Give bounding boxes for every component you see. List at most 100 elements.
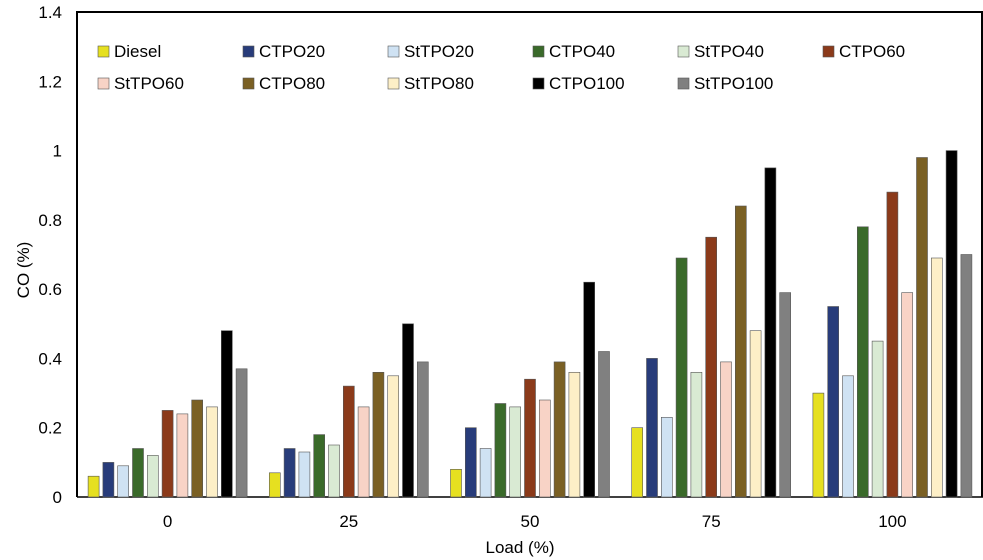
bar-diesel-75 — [631, 427, 644, 498]
x-tick-label: 25 — [339, 512, 358, 531]
y-tick-label: 0.4 — [38, 349, 62, 368]
legend-swatch — [97, 45, 110, 58]
legend-swatch — [97, 77, 110, 90]
x-tick-label: 0 — [163, 512, 172, 531]
bar-sttpo100-50 — [598, 351, 610, 498]
bar-sttpo60-25 — [357, 406, 370, 498]
bar-ctpo20-50 — [464, 427, 477, 498]
y-axis-label: CO (%) — [14, 242, 33, 299]
legend-swatch — [677, 45, 690, 58]
legend-label: CTPO20 — [259, 42, 325, 61]
bar-ctpo80-50 — [553, 361, 566, 498]
x-axis-ticks: 0 25 50 75 100 — [163, 512, 907, 531]
bar-sttpo40-0 — [147, 455, 159, 498]
bar-sttpo40-75 — [690, 371, 703, 498]
bar-ctpo20-25 — [283, 448, 296, 498]
bar-ctpo100-50 — [583, 281, 596, 498]
y-tick-label: 0.8 — [38, 211, 62, 230]
legend-item-ctpo100: CTPO100 — [532, 74, 625, 93]
legend-item-sttpo60: StTPO60 — [97, 74, 184, 93]
legend-item-sttpo80: StTPO80 — [387, 74, 474, 93]
x-tick-label: 50 — [521, 512, 540, 531]
bar-ctpo40-75 — [675, 257, 688, 498]
bar-sttpo20-25 — [298, 451, 311, 498]
bar-ctpo80-100 — [916, 157, 928, 498]
bar-ctpo100-75 — [764, 167, 777, 498]
legend-label: Diesel — [114, 42, 161, 61]
bar-ctpo20-0 — [102, 462, 115, 498]
bar-ctpo40-100 — [856, 226, 869, 498]
bar-ctpo100-25 — [402, 323, 414, 498]
bar-sttpo80-50 — [568, 371, 581, 498]
bar-ctpo100-100 — [945, 150, 958, 498]
y-axis-ticks: 0 0.2 0.4 0.6 0.8 1 1.2 1.4 — [38, 3, 62, 507]
legend-item-sttpo40: StTPO40 — [677, 42, 764, 61]
legend-item-sttpo100: StTPO100 — [677, 74, 773, 93]
bar-sttpo20-100 — [842, 375, 854, 498]
legend-label: CTPO60 — [839, 42, 905, 61]
bar-diesel-0 — [87, 475, 100, 498]
bar-sttpo80-100 — [930, 257, 943, 498]
bar-sttpo60-0 — [176, 413, 189, 498]
bar-sttpo60-100 — [901, 292, 914, 498]
bar-ctpo80-25 — [372, 371, 385, 498]
y-tick-label: 1 — [53, 142, 62, 161]
legend-swatch — [677, 77, 690, 90]
bar-ctpo80-75 — [734, 205, 747, 498]
legend-item-sttpo20: StTPO20 — [387, 42, 474, 61]
bar-sttpo40-25 — [328, 444, 340, 498]
bar-ctpo80-0 — [191, 399, 203, 498]
bar-sttpo80-0 — [206, 406, 218, 498]
bar-ctpo60-75 — [705, 236, 718, 498]
bar-sttpo40-50 — [509, 406, 522, 498]
x-axis-label: Load (%) — [486, 538, 555, 557]
legend-swatch — [532, 77, 545, 90]
bar-ctpo60-100 — [886, 191, 899, 498]
bar-ctpo40-50 — [494, 403, 507, 498]
bar-sttpo20-75 — [660, 416, 673, 498]
legend-swatch — [242, 45, 255, 58]
bar-ctpo40-25 — [313, 434, 326, 498]
legend-item-diesel: Diesel — [97, 42, 161, 61]
bar-sttpo20-50 — [479, 448, 492, 498]
bar-sttpo40-100 — [871, 340, 884, 498]
legend-label: StTPO60 — [114, 74, 184, 93]
y-tick-label: 1.2 — [38, 72, 62, 91]
bar-ctpo20-100 — [827, 306, 840, 498]
bar-ctpo60-25 — [342, 385, 355, 498]
legend-swatch — [532, 45, 545, 58]
legend-label: CTPO100 — [549, 74, 625, 93]
legend: Diesel CTPO20 StTPO20 CTPO40 StTPO40 CTPO60 St… — [97, 42, 905, 93]
bar-sttpo80-75 — [749, 330, 762, 498]
bar-diesel-100 — [812, 392, 825, 498]
legend-swatch — [387, 45, 400, 58]
x-tick-label: 100 — [878, 512, 906, 531]
legend-swatch — [822, 45, 835, 58]
legend-label: StTPO20 — [404, 42, 474, 61]
bar-sttpo100-100 — [960, 254, 973, 498]
bar-diesel-25 — [268, 472, 281, 498]
legend-item-ctpo20: CTPO20 — [242, 42, 325, 61]
legend-swatch — [242, 77, 255, 90]
legend-label: CTPO80 — [259, 74, 325, 93]
bars — [87, 150, 973, 498]
legend-label: StTPO40 — [694, 42, 764, 61]
y-tick-label: 0.2 — [38, 419, 62, 438]
x-tick-label: 75 — [702, 512, 721, 531]
bar-sttpo100-75 — [779, 292, 792, 498]
legend-label: CTPO40 — [549, 42, 615, 61]
bar-sttpo20-0 — [117, 465, 129, 498]
y-tick-label: 0.6 — [38, 280, 62, 299]
bar-sttpo100-0 — [235, 368, 248, 498]
legend-item-ctpo40: CTPO40 — [532, 42, 615, 61]
legend-label: StTPO100 — [694, 74, 773, 93]
y-tick-label: 1.4 — [38, 3, 62, 22]
plot-border — [76, 11, 983, 497]
bar-ctpo60-50 — [524, 378, 536, 498]
legend-swatch — [387, 77, 400, 90]
bar-diesel-50 — [450, 468, 462, 498]
legend-label: StTPO80 — [404, 74, 474, 93]
y-tick-label: 0 — [53, 488, 62, 507]
bar-ctpo60-0 — [161, 410, 174, 498]
